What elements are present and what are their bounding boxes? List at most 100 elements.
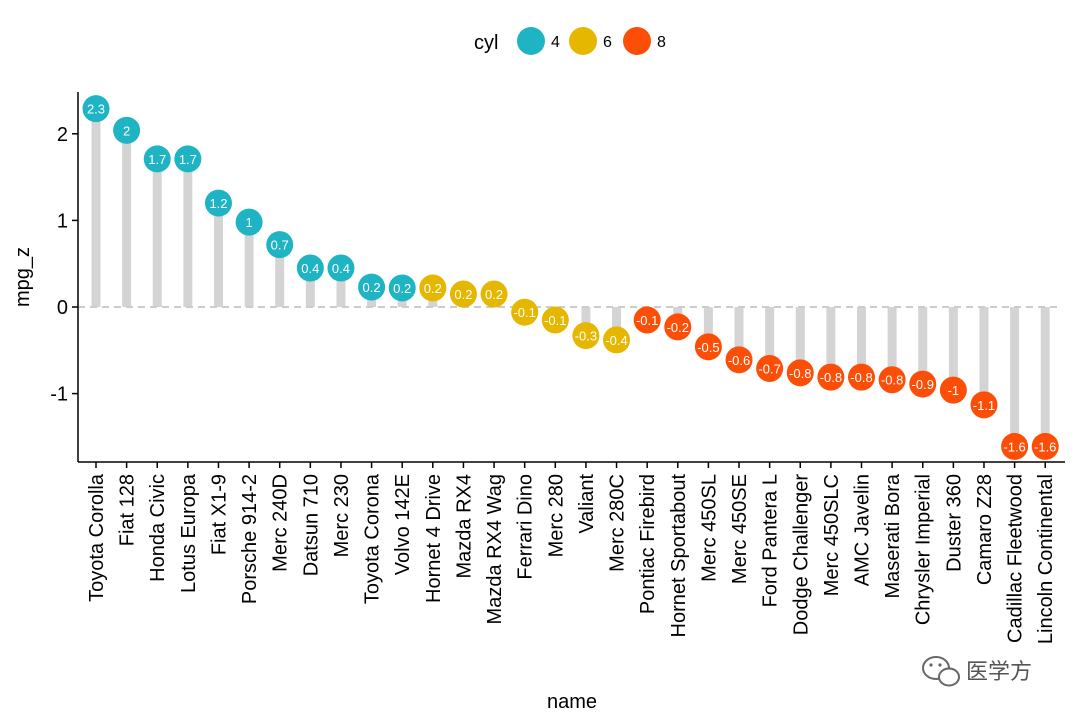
data-label: 0.2 xyxy=(363,280,381,295)
data-label: -0.5 xyxy=(697,340,719,355)
wechat-icon xyxy=(922,656,960,687)
data-point xyxy=(511,298,539,326)
x-tick-label: Toyota Corolla xyxy=(86,473,108,602)
x-tick-label: Cadillac Fleetwood xyxy=(1005,474,1027,643)
x-tick-label: Datsun 710 xyxy=(300,474,322,576)
x-tick-label: Mazda RX4 Wag xyxy=(484,474,506,624)
data-label: 2 xyxy=(123,123,130,138)
data-point xyxy=(756,354,784,382)
x-tick-label: Honda Civic xyxy=(147,474,169,582)
data-label: 0.4 xyxy=(332,261,350,276)
x-tick-label: Toyota Corona xyxy=(362,473,384,604)
data-point xyxy=(143,145,171,173)
data-point xyxy=(235,208,263,236)
x-tick-label: AMC Javelin xyxy=(852,474,874,586)
data-label: 0.7 xyxy=(271,238,289,253)
legend-title: cyl xyxy=(474,32,498,54)
x-tick-label: Camaro Z28 xyxy=(974,474,996,585)
data-point xyxy=(970,391,998,419)
data-point xyxy=(266,231,294,259)
x-tick-label: Lotus Europa xyxy=(178,473,200,593)
data-label: -0.9 xyxy=(912,377,934,392)
data-point xyxy=(296,254,324,282)
data-label: 0.2 xyxy=(454,287,472,302)
legend-key-cyl-4 xyxy=(517,27,545,55)
x-tick-label: Porsche 914-2 xyxy=(239,474,261,604)
data-point xyxy=(633,306,661,334)
data-label: 0.4 xyxy=(301,261,319,276)
x-tick-label: Lincoln Continental xyxy=(1035,474,1057,644)
data-point xyxy=(572,322,600,350)
data-point xyxy=(603,326,631,354)
x-tick-label: Fiat X1-9 xyxy=(208,474,230,555)
x-tick-label: Merc 280C xyxy=(607,474,629,572)
x-tick-label: Hornet 4 Drive xyxy=(423,474,445,603)
data-label: -1.1 xyxy=(973,398,995,413)
legend-label-cyl-8: 8 xyxy=(657,34,666,51)
legend-key-cyl-6 xyxy=(569,27,597,55)
legend-key-cyl-8 xyxy=(623,27,651,55)
y-axis-title: mpg_z xyxy=(12,247,34,307)
data-label: -0.3 xyxy=(575,329,597,344)
y-tick-label: 2 xyxy=(57,124,68,146)
data-label: -0.1 xyxy=(544,313,566,328)
y-tick-label: 0 xyxy=(57,297,68,319)
x-axis: Toyota Corolla Fiat 128 Honda Civic Lotus E… xyxy=(78,461,1065,644)
data-point xyxy=(82,95,110,123)
data-label: 1.7 xyxy=(148,152,166,167)
data-label: -0.6 xyxy=(728,353,750,368)
x-tick-label: Merc 450SL xyxy=(698,474,720,582)
x-tick-label: Valiant xyxy=(576,474,598,534)
x-tick-label: Ford Pantera L xyxy=(760,474,782,607)
data-point xyxy=(1001,432,1029,460)
data-label: -0.8 xyxy=(850,370,872,385)
x-tick-label: Pontiac Firebird xyxy=(637,474,659,614)
x-tick-label: Ferrari Dino xyxy=(515,474,537,580)
data-label: -1.6 xyxy=(1034,439,1056,454)
data-label: -0.7 xyxy=(758,361,780,376)
data-label: -0.8 xyxy=(789,366,811,381)
y-tick-label: 1 xyxy=(57,210,68,232)
x-tick-label: Volvo 142E xyxy=(392,474,414,575)
data-point xyxy=(327,254,355,282)
data-point xyxy=(817,363,845,391)
x-tick-label: Dodge Challenger xyxy=(790,474,812,636)
legend: cyl 4 6 8 xyxy=(474,27,666,55)
x-tick-label: Hornet Sportabout xyxy=(668,474,690,638)
data-label: -0.1 xyxy=(513,305,535,320)
data-point xyxy=(358,273,386,301)
data-point xyxy=(449,280,477,308)
data-point xyxy=(113,116,141,144)
data-point xyxy=(480,280,508,308)
data-label: -1 xyxy=(948,383,960,398)
data-point xyxy=(786,359,814,387)
data-point xyxy=(939,376,967,404)
x-tick-label: Merc 240D xyxy=(270,474,292,572)
data-label: 0.2 xyxy=(424,281,442,296)
data-point xyxy=(878,366,906,394)
data-point xyxy=(725,346,753,374)
data-point xyxy=(909,370,937,398)
lollipop-points: 2.3 2 1.7 1.7 1.2 1 0.7 0.4 0.4 0.2 0.2 0.2 0.2 0.2 -0… xyxy=(82,95,1059,460)
watermark-text: 医学方 xyxy=(966,660,1032,685)
data-point xyxy=(174,145,202,173)
data-label: -0.1 xyxy=(636,313,658,328)
data-label: 1.7 xyxy=(179,152,197,167)
data-label: 0.2 xyxy=(485,287,503,302)
data-point xyxy=(1031,432,1059,460)
x-tick-label: Mazda RX4 xyxy=(453,474,475,579)
x-tick-label: Merc 230 xyxy=(331,474,353,557)
y-axis: 2 1 0 -1 xyxy=(50,92,79,462)
watermark: 医学方 xyxy=(922,656,1032,687)
data-label: -0.8 xyxy=(881,373,903,388)
legend-label-cyl-6: 6 xyxy=(603,34,612,51)
legend-label-cyl-4: 4 xyxy=(551,34,560,51)
data-label: 1.2 xyxy=(209,196,227,211)
data-point xyxy=(204,189,232,217)
data-label: -0.2 xyxy=(667,320,689,335)
x-tick-label: Chrysler Imperial xyxy=(913,474,935,625)
data-label: 1 xyxy=(245,215,252,230)
data-point xyxy=(664,313,692,341)
x-tick-label: Merc 450SLC xyxy=(821,474,843,596)
x-tick-label: Duster 360 xyxy=(943,474,965,572)
